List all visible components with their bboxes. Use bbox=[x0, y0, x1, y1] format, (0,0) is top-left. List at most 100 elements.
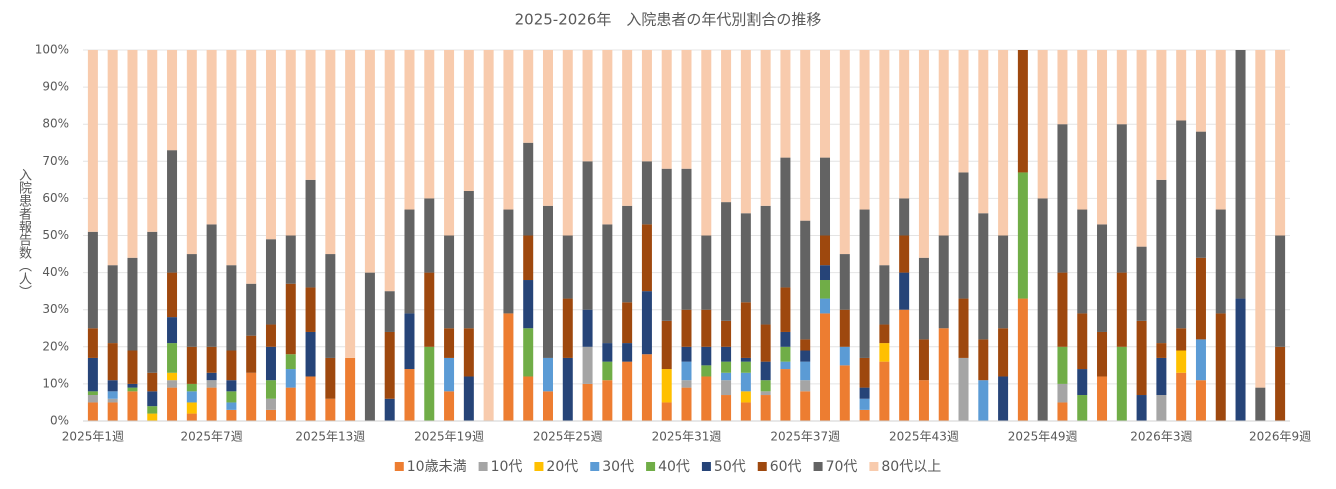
bar-segment bbox=[701, 309, 712, 347]
bar-segment bbox=[444, 328, 455, 358]
bar-segment bbox=[1156, 50, 1167, 180]
bar-segment bbox=[246, 335, 257, 373]
bar-segment bbox=[602, 343, 613, 362]
bar-segment bbox=[424, 346, 435, 421]
bar-segment bbox=[404, 50, 415, 210]
bar-segment bbox=[978, 339, 989, 381]
bar-segment bbox=[523, 328, 534, 377]
bar-segment bbox=[483, 50, 494, 421]
bar-segment bbox=[1195, 131, 1206, 258]
bar-segment bbox=[859, 209, 870, 358]
bar-segment bbox=[503, 50, 514, 210]
bar-segment bbox=[87, 402, 98, 421]
bar-segment bbox=[800, 350, 811, 362]
bar-segment bbox=[1156, 343, 1167, 358]
legend-swatch bbox=[394, 462, 404, 471]
bar-segment bbox=[305, 50, 316, 180]
bar-segment bbox=[305, 331, 316, 377]
bar-segment bbox=[800, 361, 811, 381]
bar-segment bbox=[1057, 124, 1068, 273]
bar-segment bbox=[325, 254, 336, 358]
bar-segment bbox=[899, 50, 910, 199]
bar-segment bbox=[760, 324, 771, 362]
bar-segment bbox=[1057, 272, 1068, 347]
legend-label: 20代 bbox=[546, 459, 578, 475]
bar-segment bbox=[226, 409, 237, 421]
bar-segment bbox=[820, 280, 831, 299]
bar-segment bbox=[602, 50, 613, 225]
bar-segment bbox=[1057, 383, 1068, 403]
bar-segment bbox=[1116, 124, 1127, 273]
bar-segment bbox=[938, 50, 949, 236]
bar-segment bbox=[345, 50, 356, 358]
bar-segment bbox=[186, 413, 197, 421]
bar-segment bbox=[721, 202, 732, 321]
bar-segment bbox=[542, 391, 553, 421]
bar-segment bbox=[899, 272, 910, 310]
bar-segment bbox=[958, 50, 969, 173]
bar-segment bbox=[760, 391, 771, 396]
bar-segment bbox=[602, 224, 613, 344]
bar-segment bbox=[721, 372, 732, 381]
bar-segment bbox=[305, 179, 316, 288]
bar-segment bbox=[1097, 224, 1108, 332]
bar-segment bbox=[1037, 198, 1048, 421]
legend-swatch bbox=[869, 462, 879, 471]
bar-segment bbox=[918, 50, 929, 258]
bar-segment bbox=[147, 391, 158, 407]
y-tick-label: 100% bbox=[35, 43, 69, 57]
bar-segment bbox=[265, 324, 276, 347]
bar-segment bbox=[582, 50, 593, 162]
legend-swatch bbox=[813, 462, 823, 471]
bar-segment bbox=[721, 50, 732, 203]
bar-segment bbox=[364, 50, 375, 273]
bar-segment bbox=[265, 409, 276, 421]
bar-segment bbox=[879, 343, 890, 362]
legend-label: 50代 bbox=[714, 459, 746, 475]
bar-segment bbox=[562, 298, 573, 358]
bar-segment bbox=[87, 395, 98, 403]
bar-segment bbox=[87, 231, 98, 329]
bar-segment bbox=[1116, 50, 1127, 125]
bar-segment bbox=[1077, 209, 1088, 314]
x-tick-label: 2025年49週 bbox=[1008, 430, 1078, 444]
bar-segment bbox=[582, 309, 593, 347]
y-tick-label: 20% bbox=[42, 339, 69, 353]
legend-label: 10代 bbox=[491, 459, 523, 475]
bar-segment bbox=[226, 265, 237, 351]
x-tick-label: 2025年37週 bbox=[770, 430, 840, 444]
bar-segment bbox=[721, 395, 732, 421]
bar-segment bbox=[345, 357, 356, 421]
bar-segment bbox=[859, 398, 870, 410]
x-tick-label: 2026年9週 bbox=[1249, 430, 1311, 444]
bar-segment bbox=[1156, 395, 1167, 421]
bar-segment bbox=[1077, 50, 1088, 210]
bar-segment bbox=[127, 257, 138, 351]
bar-segment bbox=[127, 350, 138, 384]
bar-segment bbox=[1136, 320, 1147, 396]
bar-segment bbox=[622, 361, 633, 421]
bar-segment bbox=[424, 272, 435, 347]
bar-segment bbox=[899, 198, 910, 236]
bar-segment bbox=[186, 383, 197, 392]
bar-segment bbox=[1156, 179, 1167, 344]
bar-segment bbox=[167, 372, 178, 381]
bar-segment bbox=[918, 380, 929, 421]
bar-segment bbox=[542, 50, 553, 206]
bar-segment bbox=[127, 50, 138, 258]
bar-segment bbox=[226, 50, 237, 266]
bar-segment bbox=[899, 309, 910, 421]
bar-segment bbox=[681, 361, 692, 381]
bar-segment bbox=[740, 391, 751, 403]
bar-segment bbox=[384, 398, 395, 421]
bar-segment bbox=[661, 402, 672, 421]
bar-segment bbox=[958, 298, 969, 358]
bar-segment bbox=[206, 224, 217, 347]
bar-segment bbox=[1017, 50, 1028, 173]
bar-segment bbox=[167, 272, 178, 318]
bar-segment bbox=[206, 372, 217, 381]
bar-segment bbox=[582, 161, 593, 310]
bar-segment bbox=[147, 406, 158, 414]
bar-segment bbox=[226, 402, 237, 410]
